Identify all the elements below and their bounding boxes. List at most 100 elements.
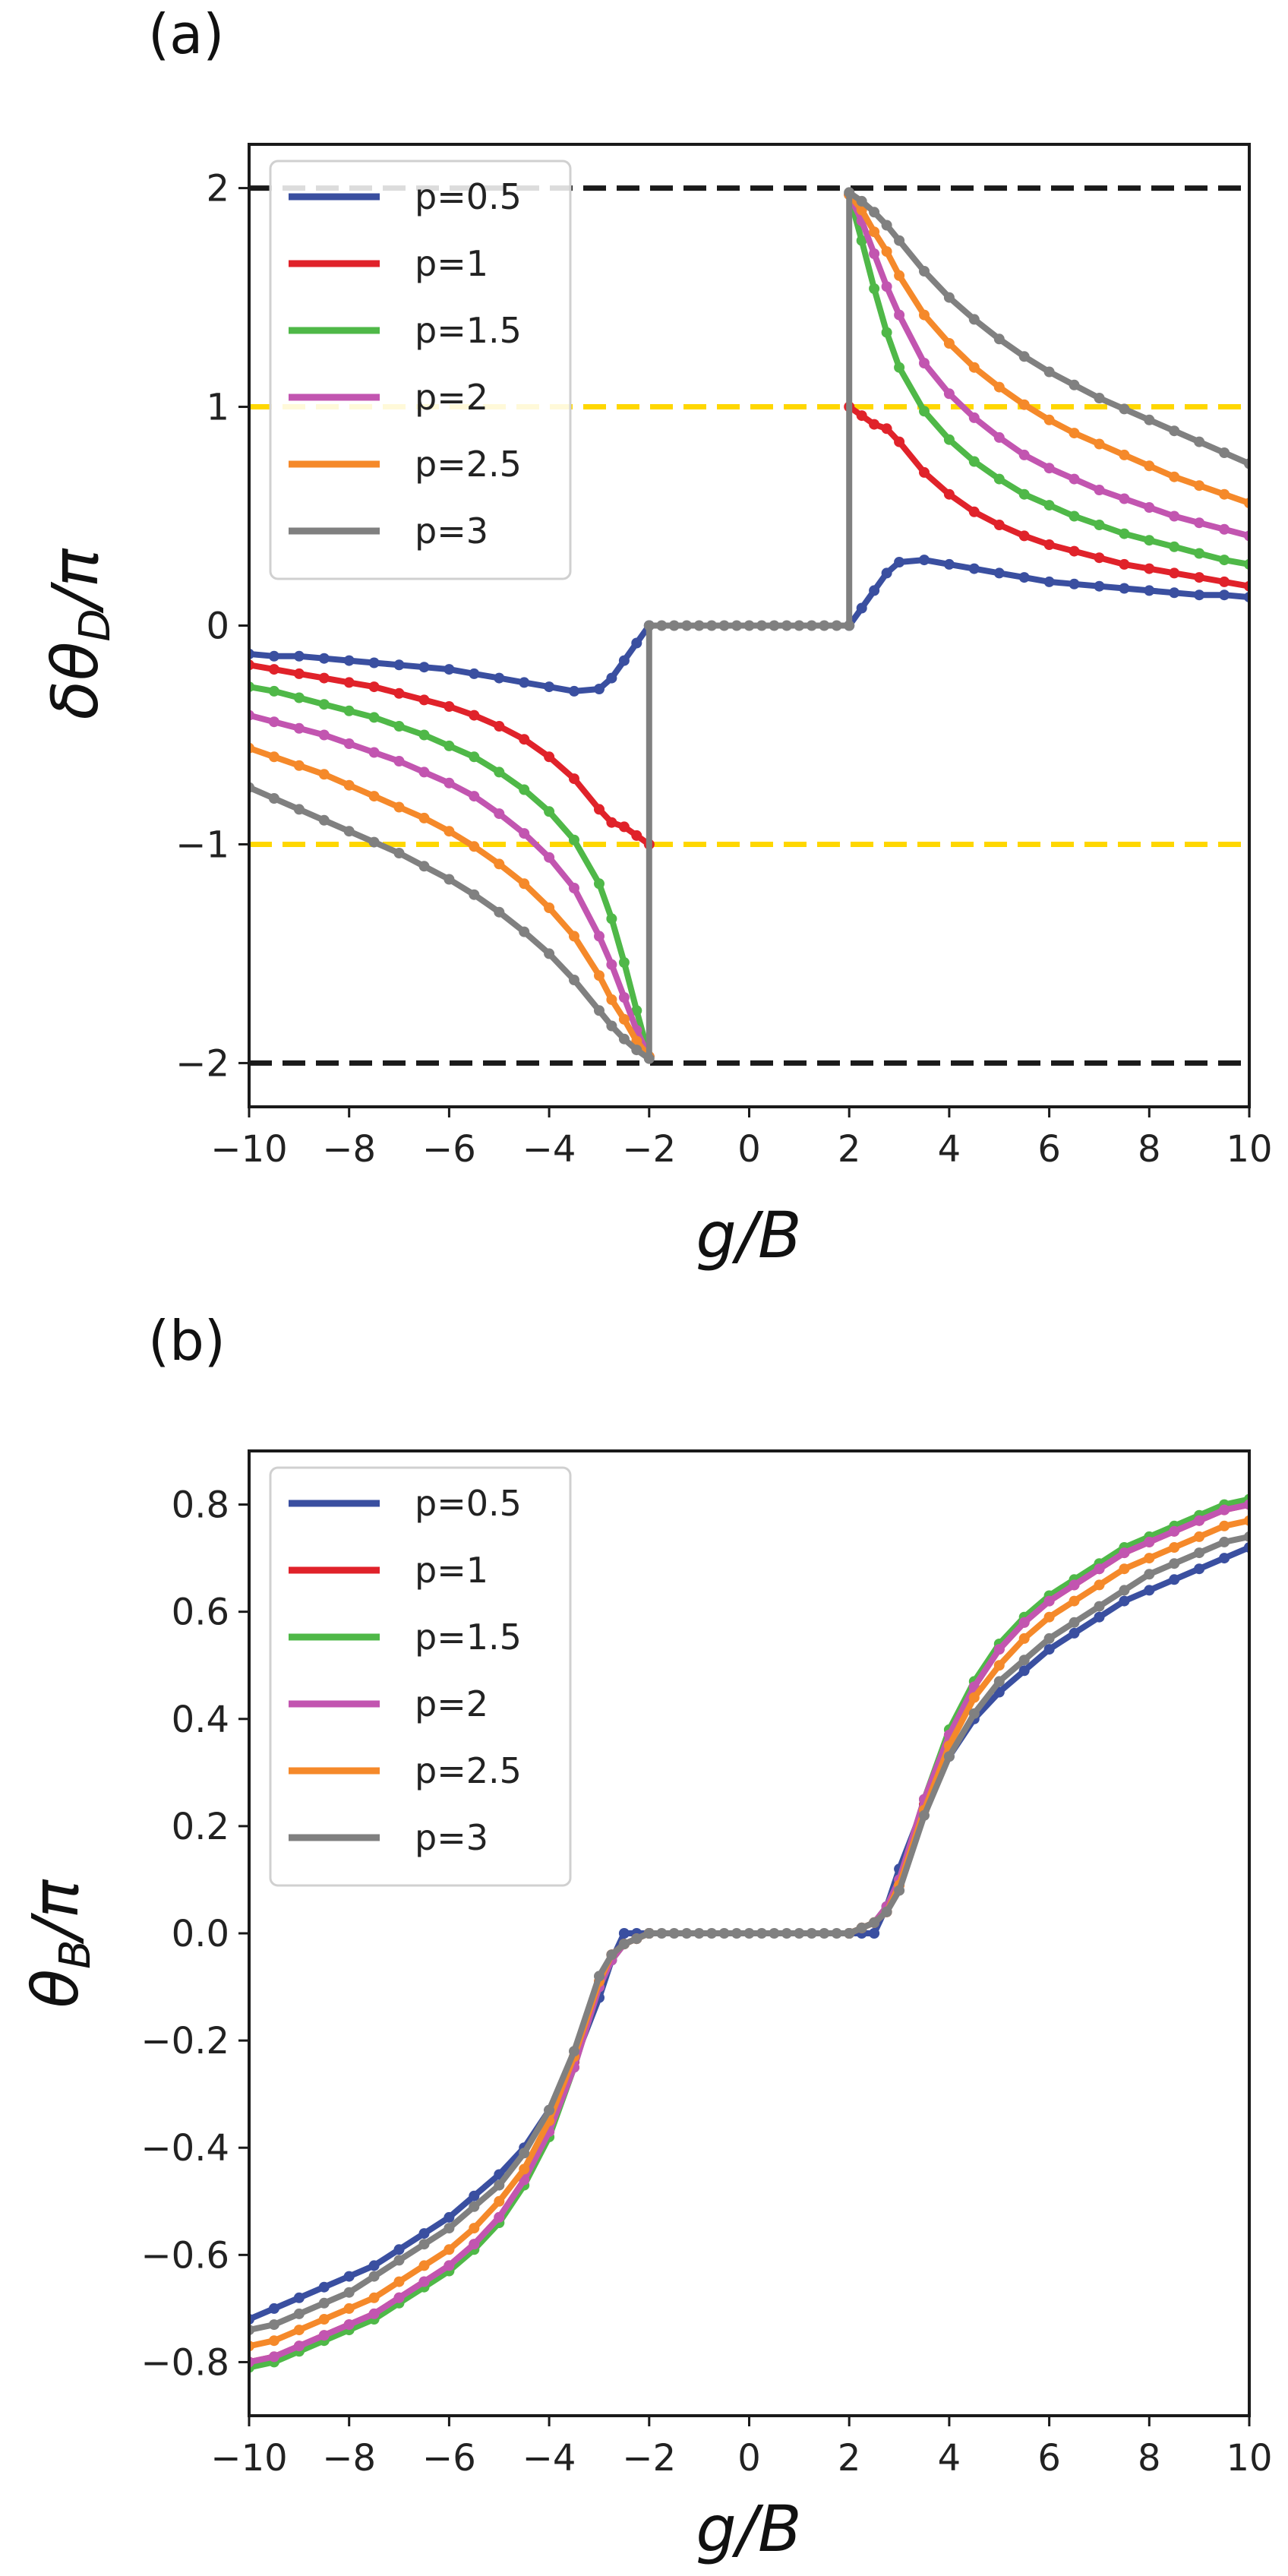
panel-b-data-area [249, 1493, 1249, 2373]
panel-a-series-point-1-3 [318, 672, 330, 684]
panel-a-series-point-2-6 [393, 721, 405, 732]
panel-a-plateau-point [731, 620, 742, 631]
panel-a-series-point-1-24 [919, 466, 930, 478]
panel-a-series-point-1-36 [1219, 576, 1230, 587]
panel-a-series-point-2-25 [943, 434, 955, 445]
panel-a-series-point-5-15 [606, 1020, 617, 1032]
panel-b-series-point-4-33 [1144, 1553, 1155, 1564]
panel-b-series-point-3-9 [469, 2239, 480, 2250]
panel-a-series-point-3-31 [1094, 485, 1105, 495]
panel-a-series-point-0-15 [606, 672, 617, 684]
panel-a-series-point-0-25 [943, 558, 955, 570]
panel-a-series-point-5-21 [869, 207, 880, 218]
panel-a-series-point-0-13 [569, 685, 579, 697]
panel-b-series-point-5-22 [881, 1906, 892, 1917]
panel-b-series-point-4-8 [444, 2244, 455, 2255]
panel-b-series-point-4-11 [519, 2164, 530, 2175]
panel-a-series-point-5-11 [519, 926, 530, 937]
panel-a-series-point-1-28 [1018, 530, 1030, 542]
panel-b-plateau-point [681, 1928, 693, 1939]
panel-b-legend-label-4: p=2.5 [415, 1750, 522, 1791]
panel-a-series-point-3-23 [894, 309, 905, 321]
panel-b-series-point-4-36 [1219, 1520, 1230, 1531]
panel-b-series-point-0-7 [418, 2228, 430, 2239]
panel-b-xtick-label-8: 6 [1037, 2437, 1061, 2480]
panel-a-series-point-1-25 [943, 488, 955, 500]
panel-a-legend-label-4: p=2.5 [415, 444, 522, 485]
panel-a-plateau-point [794, 620, 805, 631]
panel-a-series-point-5-2 [293, 804, 305, 815]
panel-a-series-point-2-7 [418, 729, 430, 741]
panel-a-series-point-3-32 [1119, 493, 1130, 504]
panel-a-series-point-3-16 [618, 992, 630, 1003]
panel-a-series-point-4-6 [393, 801, 405, 813]
panel-a-xtick-label-9: 8 [1138, 1128, 1161, 1171]
panel-b-series-point-5-33 [1144, 1569, 1155, 1580]
panel-a-xtick-label-8: 6 [1037, 1128, 1061, 1171]
panel-a-series-point-5-17 [631, 1045, 642, 1056]
panel-b-ytick-label-4: 0.0 [172, 1913, 229, 1955]
panel-b-series-point-0-36 [1219, 1553, 1230, 1564]
panel-a-series-point-2-26 [968, 456, 980, 467]
panel-b-series-point-4-32 [1119, 1563, 1130, 1575]
panel-a-series-point-1-6 [393, 687, 405, 699]
panel-a-series-point-2-2 [293, 692, 305, 703]
panel-a-series-point-2-10 [494, 766, 505, 778]
panel-a-series-point-5-6 [393, 848, 405, 858]
panel-a-series-point-1-1 [268, 664, 279, 675]
panel-b-series-point-4-29 [1043, 1611, 1055, 1623]
panel-b-series-point-0-5 [368, 2260, 380, 2271]
panel-a-series-point-0-5 [368, 657, 380, 668]
panel-b-series-point-5-3 [318, 2297, 330, 2309]
panel-b-plateau-point [794, 1928, 805, 1939]
panel-b-series-point-5-7 [418, 2239, 430, 2250]
panel-b-series-point-0-28 [1018, 1665, 1030, 1677]
panel-a-series-point-2-23 [894, 362, 905, 373]
panel-a-plateau-point [668, 620, 680, 631]
panel-b-series-point-0-32 [1119, 1595, 1130, 1607]
panel-a-series-point-0-23 [894, 557, 905, 567]
panel-a-series-point-5-32 [1119, 403, 1130, 415]
panel-b-series-point-3-2 [293, 2341, 305, 2352]
panel-b-series-point-5-1 [268, 2319, 279, 2331]
panel-a-series-point-1-17 [631, 830, 642, 841]
panel-b-series-point-3-7 [418, 2276, 430, 2287]
panel-a-series-point-1-7 [418, 694, 430, 706]
panel-a-ytick-label-0: −2 [175, 1042, 229, 1085]
panel-a-series-point-3-2 [293, 722, 305, 734]
panel-a-series-point-3-9 [469, 791, 480, 802]
panel-a-series-point-5-8 [444, 874, 455, 885]
panel-a-series-point-0-31 [1094, 580, 1105, 592]
panel-a-ylabel-sub: D [71, 608, 120, 641]
panel-b-plot: −10 −8 −6 −4 −2 0 2 4 6 8 10 −0.8 −0.6 −0.4 −0.2 0.0 0.2… [140, 1449, 1273, 2480]
panel-b-series-point-3-27 [993, 1644, 1005, 1655]
panel-a-series-point-3-6 [393, 756, 405, 766]
panel-a-series-point-5-20 [856, 195, 867, 207]
panel-a-series-point-0-28 [1018, 572, 1030, 583]
panel-a-series-point-5-33 [1144, 414, 1155, 425]
panel-a-series-point-1-31 [1094, 552, 1105, 564]
panel-b-xtick-label-4: −2 [622, 2437, 676, 2480]
panel-a-series-point-5-12 [544, 948, 555, 959]
panel-b-ytick-label-6: 0.4 [172, 1699, 229, 1741]
panel-a-series-point-3-21 [869, 248, 880, 259]
panel-a-series-point-1-14 [594, 804, 605, 815]
panel-a-series-point-2-9 [469, 751, 480, 763]
panel-b-plateau-point [806, 1928, 817, 1939]
panel-a-ylabel: δθD/π [38, 548, 120, 719]
panel-a-series-point-3-4 [343, 738, 355, 749]
panel-b-series-point-5-34 [1169, 1558, 1180, 1569]
panel-a-series-point-2-35 [1194, 548, 1205, 559]
panel-a-series-point-3-25 [943, 388, 955, 400]
panel-b-series-point-4-4 [343, 2303, 355, 2314]
panel-b-ytick-label-0: −0.8 [140, 2341, 229, 2384]
panel-a-ylabel-main: δθ [38, 642, 112, 720]
panel-a-series-point-4-11 [519, 878, 530, 890]
panel-a-series-point-0-26 [968, 563, 980, 574]
panel-b-plateau-point [819, 1928, 830, 1939]
panel-b-ytick-label-1: −0.6 [140, 2234, 229, 2277]
panel-b-series-point-0-35 [1194, 1563, 1205, 1575]
panel-a-series-point-3-24 [919, 358, 930, 368]
panel-a-series-point-5-26 [968, 314, 980, 325]
panel-a-series-point-2-24 [919, 406, 930, 417]
